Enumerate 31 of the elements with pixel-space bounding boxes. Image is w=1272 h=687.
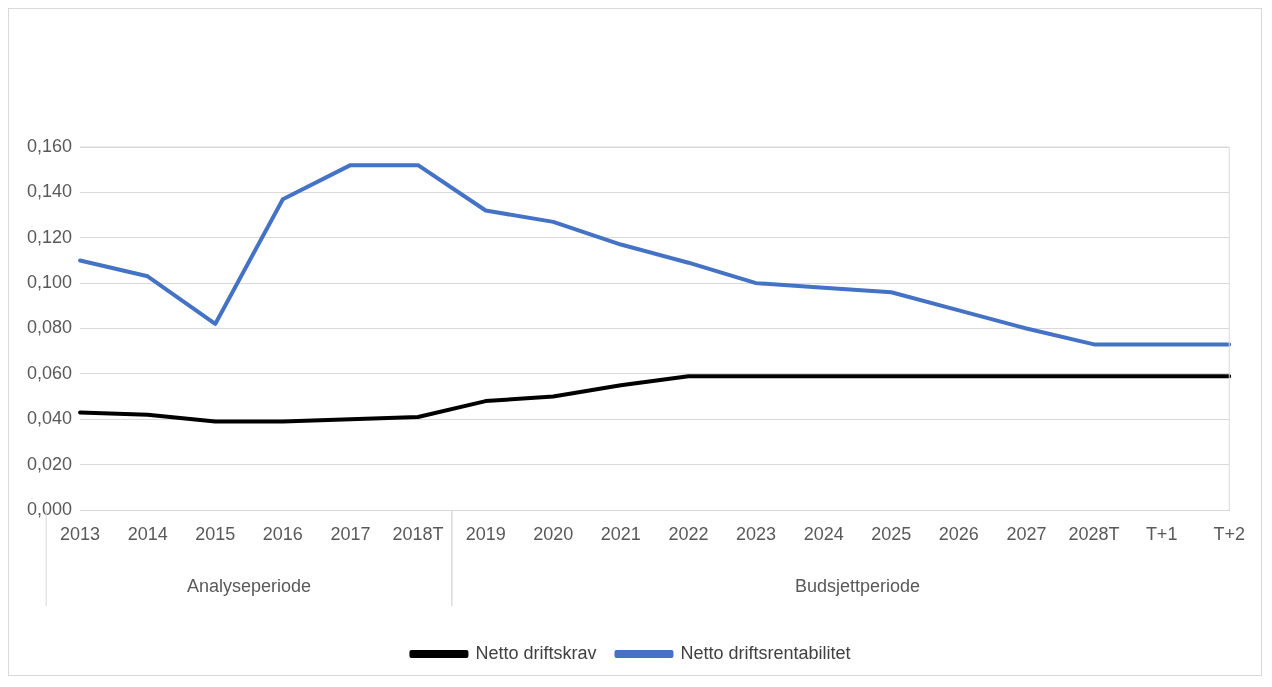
- x-tick-label: T+1: [1145, 523, 1178, 544]
- x-tick-label: 2028T: [1068, 523, 1120, 544]
- x-tick-label: 2020: [533, 523, 574, 544]
- x-tick-label: 2014: [127, 523, 168, 544]
- y-tick-label: 0,140: [27, 181, 73, 202]
- x-tick-label: 2015: [195, 523, 236, 544]
- y-tick-label: 0,120: [27, 226, 73, 247]
- legend-label: Netto driftsrentabilitet: [680, 642, 851, 663]
- y-tick-label: 0,020: [27, 453, 73, 474]
- x-tick-label: T+2: [1213, 523, 1246, 544]
- x-tick-label: 2019: [465, 523, 506, 544]
- y-tick-label: 0,100: [27, 272, 73, 293]
- x-tick-label: 2013: [60, 523, 101, 544]
- x-tick-label: 2022: [668, 523, 709, 544]
- x-tick-label: 2025: [871, 523, 912, 544]
- y-tick-label: 0,160: [27, 135, 73, 156]
- text: Budsjettperiode: [794, 575, 920, 596]
- x-tick-label: 2026: [938, 523, 979, 544]
- y-tick-label: 0,040: [27, 408, 73, 429]
- x-tick-label: 2016: [262, 523, 303, 544]
- x-tick-label: 2018T: [392, 523, 444, 544]
- y-tick-label: 0,080: [27, 317, 73, 338]
- y-tick-label: 0,060: [27, 362, 73, 383]
- x-tick-label: 2027: [1006, 523, 1047, 544]
- x-tick-label: 2017: [330, 523, 371, 544]
- legend-label: Netto driftskrav: [475, 642, 597, 663]
- x-tick-label: 2024: [803, 523, 844, 544]
- x-tick-label: 2021: [600, 523, 641, 544]
- text: Analyseperiode: [187, 575, 312, 596]
- y-tick-label: 0,000: [27, 498, 73, 519]
- x-tick-label: 2023: [736, 523, 777, 544]
